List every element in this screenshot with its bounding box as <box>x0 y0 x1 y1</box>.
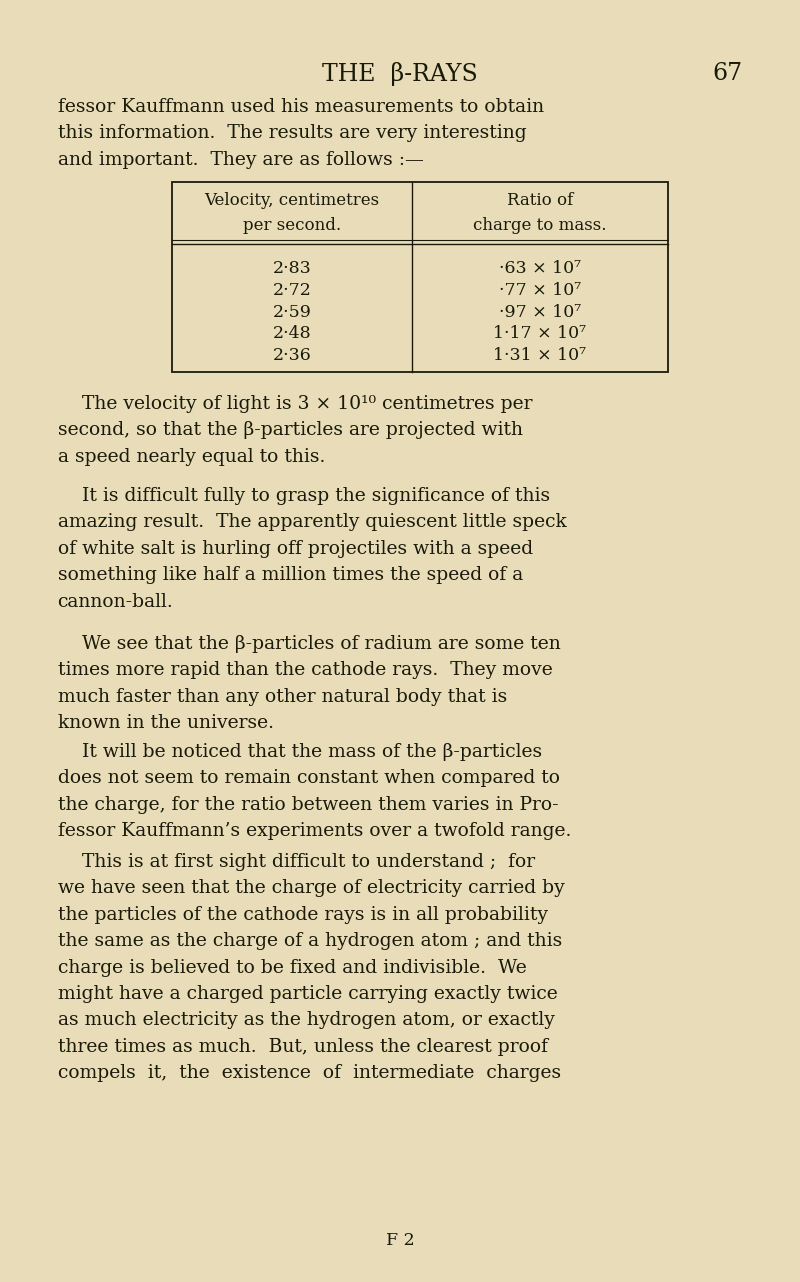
Text: fessor Kauffmann used his measurements to obtain
this information.  The results : fessor Kauffmann used his measurements t… <box>58 97 544 169</box>
Text: THE  β-RAYS: THE β-RAYS <box>322 62 478 86</box>
Text: ·63 × 10⁷: ·63 × 10⁷ <box>499 260 581 277</box>
Text: It is difficult fully to grasp the significance of this
amazing result.  The app: It is difficult fully to grasp the signi… <box>58 487 566 610</box>
Text: 2·59: 2·59 <box>273 304 311 320</box>
Text: 1·17 × 10⁷: 1·17 × 10⁷ <box>494 326 586 342</box>
Text: 67: 67 <box>712 62 742 85</box>
Text: The velocity of light is 3 × 10¹⁰ centimetres per
second, so that the β-particle: The velocity of light is 3 × 10¹⁰ centim… <box>58 395 532 465</box>
Text: F 2: F 2 <box>386 1232 414 1249</box>
Text: 2·83: 2·83 <box>273 260 311 277</box>
Text: 2·48: 2·48 <box>273 326 311 342</box>
Text: Ratio of
charge to mass.: Ratio of charge to mass. <box>474 192 606 233</box>
Text: 2·72: 2·72 <box>273 282 311 299</box>
Bar <box>172 182 668 372</box>
Text: We see that the β-particles of radium are some ten
times more rapid than the cat: We see that the β-particles of radium ar… <box>58 635 560 732</box>
Text: Velocity, centimetres
per second.: Velocity, centimetres per second. <box>205 192 379 233</box>
Text: ·77 × 10⁷: ·77 × 10⁷ <box>499 282 581 299</box>
Text: ·97 × 10⁷: ·97 × 10⁷ <box>499 304 581 320</box>
Text: This is at first sight difficult to understand ;  for
we have seen that the char: This is at first sight difficult to unde… <box>58 853 564 1082</box>
Text: It will be noticed that the mass of the β-particles
does not seem to remain cons: It will be noticed that the mass of the … <box>58 744 571 840</box>
Text: 2·36: 2·36 <box>273 347 311 364</box>
Text: 1·31 × 10⁷: 1·31 × 10⁷ <box>494 347 586 364</box>
